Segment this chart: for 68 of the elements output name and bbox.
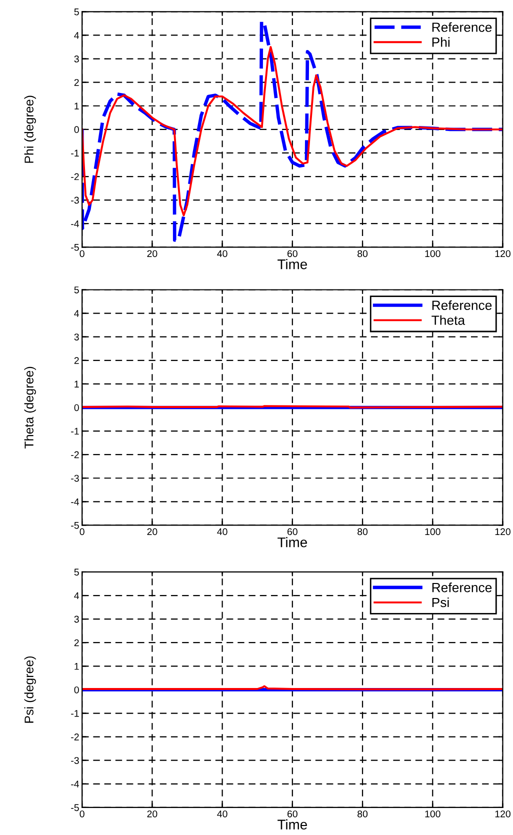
x-tick-label: 20 bbox=[147, 810, 158, 818]
x-tick-label: 120 bbox=[495, 528, 510, 536]
y-tick-label: -5 bbox=[71, 804, 79, 812]
x-tick-label: 20 bbox=[147, 250, 158, 258]
y-tick-label: -2 bbox=[71, 451, 79, 458]
x-tick-label: 100 bbox=[425, 810, 440, 818]
y-tick-label: -5 bbox=[71, 244, 79, 251]
y-tick-label: -1 bbox=[71, 710, 79, 717]
x-axis-title: Time bbox=[278, 537, 307, 548]
x-tick-label: 0 bbox=[80, 528, 84, 536]
y-tick-label: 2 bbox=[74, 357, 79, 364]
y-tick-label: -1 bbox=[71, 428, 79, 435]
x-tick-label: 60 bbox=[287, 528, 298, 536]
line-series bbox=[82, 46, 503, 216]
x-tick-label: 60 bbox=[287, 250, 298, 258]
y-tick-label: 3 bbox=[74, 334, 79, 340]
y-tick-label: 0 bbox=[74, 404, 79, 412]
y-tick-label: -2 bbox=[71, 734, 79, 740]
y-axis-title: Theta (degree) bbox=[24, 366, 36, 449]
y-tick-label: -2 bbox=[71, 173, 79, 180]
x-tick-label: 100 bbox=[425, 528, 440, 536]
y-tick-label: -4 bbox=[71, 498, 80, 506]
x-tick-label: 100 bbox=[425, 250, 440, 258]
y-tick-label: 1 bbox=[74, 662, 79, 670]
y-tick-label: -3 bbox=[71, 757, 79, 764]
y-tick-label: 1 bbox=[74, 102, 79, 110]
legend-label: Theta bbox=[432, 315, 466, 325]
y-tick-label: 3 bbox=[74, 616, 79, 623]
x-axis-title: Time bbox=[278, 819, 307, 830]
y-tick-label: 4 bbox=[74, 592, 80, 600]
x-tick-label: 80 bbox=[358, 528, 368, 536]
x-tick-label: 0 bbox=[80, 250, 84, 258]
x-tick-label: 40 bbox=[217, 810, 228, 818]
x-tick-label: 120 bbox=[495, 810, 510, 818]
x-axis-title: Time bbox=[278, 259, 307, 270]
y-axis-title: Phi (degree) bbox=[24, 96, 36, 163]
legend-label: Psi bbox=[432, 597, 449, 608]
y-axis-title: Psi (degree) bbox=[24, 656, 36, 723]
x-tick-label: 20 bbox=[147, 528, 158, 536]
y-tick-label: -4 bbox=[71, 780, 80, 788]
y-tick-label: 0 bbox=[74, 126, 79, 134]
line-series bbox=[82, 19, 503, 242]
x-tick-label: 80 bbox=[358, 250, 368, 258]
y-tick-label: 1 bbox=[74, 380, 79, 388]
y-tick-label: -4 bbox=[71, 220, 80, 228]
legend-label: Reference bbox=[432, 300, 492, 310]
y-tick-label: 5 bbox=[74, 8, 79, 16]
y-tick-label: 0 bbox=[74, 686, 79, 694]
y-tick-label: 4 bbox=[74, 310, 80, 317]
y-tick-label: -3 bbox=[71, 196, 79, 204]
y-tick-label: 5 bbox=[74, 286, 79, 294]
y-tick-label: 2 bbox=[74, 639, 79, 646]
x-tick-label: 40 bbox=[217, 528, 228, 536]
x-tick-label: 0 bbox=[80, 810, 84, 818]
legend-label: Phi bbox=[432, 37, 450, 47]
x-tick-label: 120 bbox=[495, 250, 510, 258]
y-tick-label: 2 bbox=[74, 79, 79, 86]
x-tick-label: 80 bbox=[358, 810, 368, 818]
x-tick-label: 40 bbox=[217, 250, 228, 258]
y-tick-label: -5 bbox=[71, 522, 79, 529]
y-tick-label: -1 bbox=[71, 150, 79, 156]
legend-label: Reference bbox=[432, 22, 492, 32]
x-tick-label: 60 bbox=[287, 810, 298, 818]
y-tick-label: 3 bbox=[74, 56, 79, 62]
y-tick-label: -3 bbox=[71, 474, 79, 482]
y-tick-label: 5 bbox=[74, 568, 79, 576]
legend-label: Reference bbox=[432, 582, 492, 592]
y-tick-label: 4 bbox=[74, 32, 80, 39]
